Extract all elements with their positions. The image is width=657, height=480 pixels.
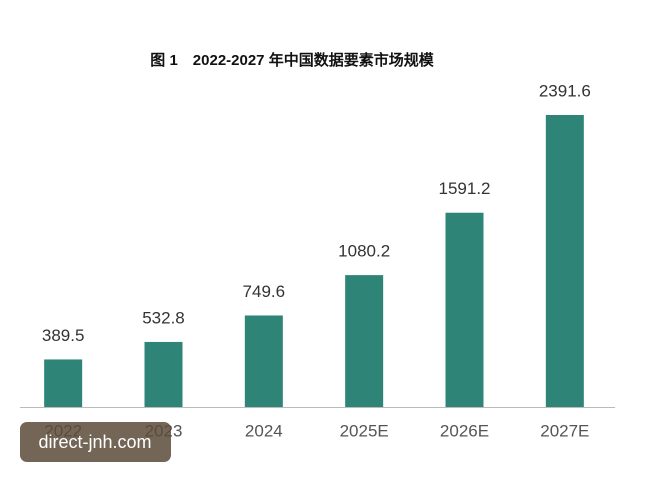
value-label: 532.8	[142, 308, 185, 327]
value-label: 2391.6	[539, 81, 591, 100]
value-label: 1591.2	[439, 179, 491, 198]
bar	[144, 341, 183, 407]
bar	[345, 275, 384, 407]
chart-title: 图 1 2022-2027 年中国数据要素市场规模	[150, 51, 434, 69]
x-tick-label: 2027E	[540, 421, 589, 440]
bar	[445, 212, 484, 407]
x-tick-label: 2026E	[440, 421, 489, 440]
bar	[244, 315, 283, 407]
bar	[545, 115, 584, 407]
watermark-box: direct-jnh.com	[20, 422, 171, 462]
watermark-bg	[20, 422, 171, 462]
x-tick-label: 2024	[245, 421, 283, 440]
bar	[44, 359, 83, 407]
value-label: 1080.2	[338, 242, 390, 261]
value-label: 389.5	[42, 326, 85, 345]
x-tick-label: 2025E	[340, 421, 389, 440]
watermark: direct-jnh.com	[38, 432, 151, 452]
value-label: 749.6	[243, 282, 286, 301]
